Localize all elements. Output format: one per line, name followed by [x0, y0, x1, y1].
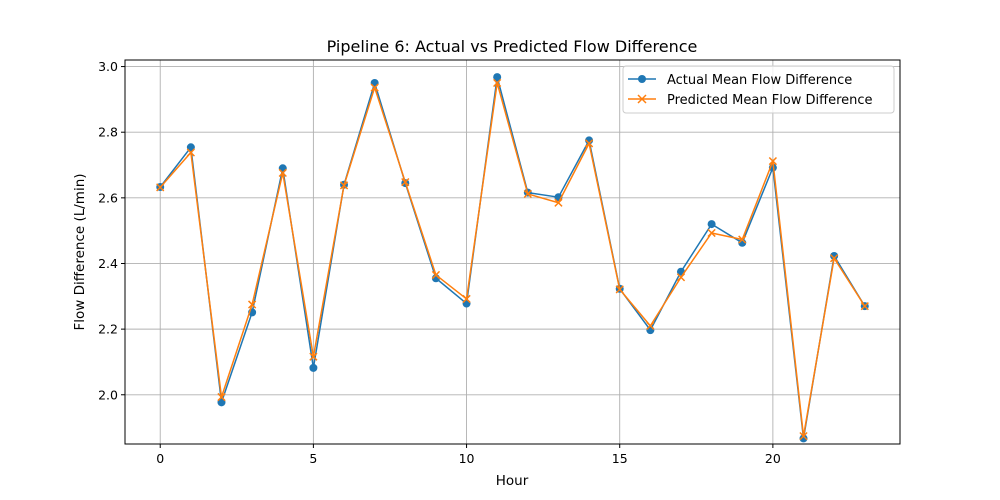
- data-point-actual: [799, 434, 808, 443]
- plot-area-frame: [124, 59, 901, 445]
- data-point-predicted: [768, 156, 778, 166]
- legend-actual-label: Actual Mean Flow Difference: [667, 73, 852, 88]
- data-point-actual: [493, 73, 502, 82]
- axis-ticks: 0 5 10 15 20 2.0 2.2 2.4 2.6 2.8 3.0: [98, 59, 781, 466]
- y-axis-label: Flow Difference (L/min): [72, 173, 88, 330]
- data-point-predicted: [584, 139, 594, 148]
- legend-predicted-marker-icon: [637, 94, 647, 104]
- x-tick-label: 15: [612, 451, 628, 466]
- data-point-predicted: [247, 300, 257, 309]
- data-point-predicted: [707, 228, 716, 238]
- legend-predicted-label: Predicted Mean Flow Difference: [667, 93, 873, 108]
- data-point-predicted: [830, 254, 839, 263]
- y-tick-label: 2.4: [98, 256, 118, 271]
- data-point-predicted: [493, 78, 502, 88]
- legend-box: [622, 65, 895, 114]
- data-point-predicted: [799, 431, 808, 441]
- data-point-predicted: [309, 352, 318, 361]
- y-tick-label: 2.2: [98, 322, 118, 337]
- data-point-predicted: [431, 270, 441, 280]
- x-tick-label: 20: [765, 451, 781, 466]
- data-point-actual: [309, 363, 318, 372]
- data-point-predicted: [156, 183, 165, 192]
- data-point-actual: [830, 251, 839, 260]
- y-tick-label: 2.8: [98, 125, 118, 140]
- y-tick-label: 2.0: [98, 387, 118, 402]
- data-point-predicted: [646, 321, 655, 330]
- data-point-actual: [646, 326, 655, 335]
- data-point-predicted: [554, 198, 563, 207]
- y-tick-label: 2.6: [98, 190, 118, 205]
- data-point-actual: [707, 220, 716, 229]
- x-tick-label: 5: [309, 451, 317, 466]
- y-tick-label: 3.0: [98, 59, 118, 74]
- data-point-predicted: [186, 148, 195, 157]
- legend: Actual Mean Flow Difference Predicted Me…: [622, 65, 895, 114]
- data-point-predicted: [462, 294, 471, 304]
- data-point-predicted: [738, 235, 747, 244]
- x-tick-label: 0: [156, 451, 164, 466]
- data-point-predicted: [860, 302, 869, 311]
- data-point-predicted: [523, 189, 532, 199]
- series-line-predicted: [159, 82, 866, 437]
- data-point-predicted: [401, 177, 410, 187]
- data-point-predicted: [615, 285, 624, 294]
- legend-actual-marker-icon: [638, 75, 646, 83]
- chart-title: Pipeline 6: Actual vs Predicted Flow Dif…: [327, 37, 698, 56]
- data-point-actual: [217, 398, 226, 407]
- data-point-predicted: [217, 392, 226, 402]
- x-tick-label: 10: [459, 451, 475, 466]
- data-point-predicted: [676, 273, 686, 282]
- data-point-predicted: [339, 181, 349, 190]
- data-point-predicted: [278, 168, 287, 178]
- data-series: [156, 73, 869, 443]
- data-point-predicted: [370, 83, 379, 92]
- data-point-actual: [186, 143, 195, 152]
- x-axis-label: Hour: [496, 473, 529, 489]
